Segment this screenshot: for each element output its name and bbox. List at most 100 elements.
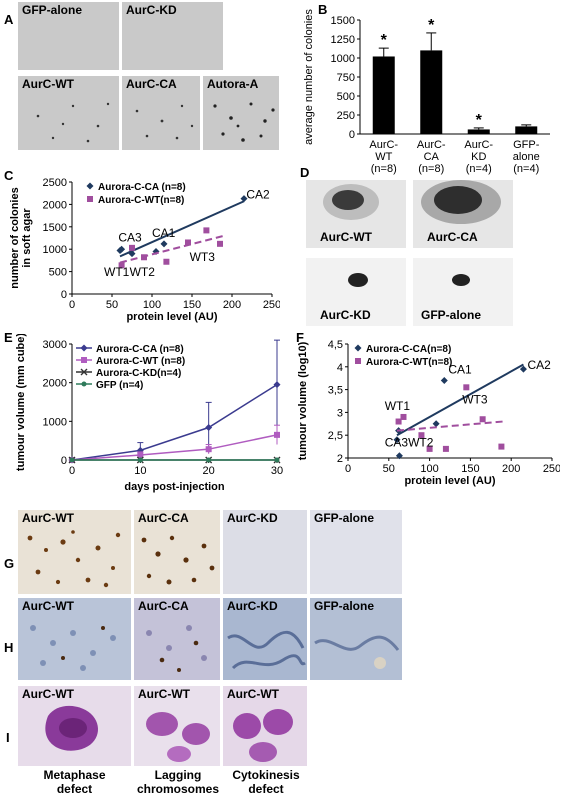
data-point xyxy=(160,240,168,248)
data-point xyxy=(274,457,280,463)
legend-marker xyxy=(86,182,94,190)
x-tick-label: 20 xyxy=(203,465,215,477)
x-axis-label: protein level (AU) xyxy=(126,311,217,323)
panel-g-tile-ca: AurC-CA xyxy=(134,510,220,594)
data-point xyxy=(393,436,401,444)
point-annotation: CA2 xyxy=(246,188,270,202)
tumour-growth-line-chart: 0 1000 2000 3000 0 10 20 30 days post-injection t… xyxy=(15,334,283,493)
data-point xyxy=(426,445,433,452)
data-point xyxy=(129,244,135,251)
panel-d-tile-gfp: GFP-alone xyxy=(413,258,513,326)
point-annotation: WT3 xyxy=(190,250,216,264)
ihc-image xyxy=(314,635,400,669)
ihc-image xyxy=(146,625,207,672)
y-tick-label: 2000 xyxy=(43,378,67,390)
x-tick-label: KD xyxy=(471,151,486,163)
legend-marker xyxy=(81,381,87,387)
tile-caption: AurC-CA xyxy=(138,599,189,613)
x-tick-label: 100 xyxy=(420,463,438,475)
colony-dots xyxy=(135,104,194,140)
y-tick-label: 0 xyxy=(61,455,67,467)
caption-line: Lagging xyxy=(154,768,202,782)
legend-marker xyxy=(355,358,361,364)
data-point xyxy=(442,445,449,452)
data-point xyxy=(118,262,125,269)
he-image xyxy=(45,705,98,751)
panel-a-tile-gfp: GFP-alone xyxy=(18,2,119,70)
panel-label-a: A xyxy=(4,12,14,27)
panel-label-e: E xyxy=(4,330,13,345)
x-tick-label: 0 xyxy=(69,465,75,477)
x-tick-label: 150 xyxy=(183,299,201,311)
y-tick-label: 1000 xyxy=(43,416,67,428)
tile-caption: Autora-A xyxy=(207,77,259,91)
tumour-volume-vs-protein-scatter: 2 2,5 3 3,5 4 4,5 0 50 100 150 200 250 protein level… xyxy=(298,339,560,487)
y-tick-label: 1500 xyxy=(331,15,355,27)
x-axis-label: protein level (AU) xyxy=(404,475,495,487)
tile-caption: AurC-WT xyxy=(320,230,372,244)
panel-a-tile-wt: AurC-WT xyxy=(18,76,119,150)
legend-marker xyxy=(80,368,88,376)
caption-cytokinesis-defect: Cytokinesis defect xyxy=(220,768,312,796)
point-annotation: WT1 xyxy=(385,399,411,413)
x-tick-label: 200 xyxy=(223,299,241,311)
x-tick-label: CA xyxy=(424,151,440,163)
panel-a-tile-kd: AurC-KD xyxy=(122,2,223,70)
panel-g-tile-wt: AurC-WT xyxy=(18,510,131,594)
data-point xyxy=(274,431,280,438)
data-point xyxy=(519,365,527,373)
panel-i-tile-cytokinesis: AurC-WT xyxy=(223,686,307,766)
tile-caption: GFP-alone xyxy=(314,599,375,613)
panel-d-tile-wt: AurC-WT xyxy=(306,180,406,248)
point-annotation: WT2 xyxy=(130,265,156,279)
he-image xyxy=(146,712,210,762)
data-point xyxy=(205,424,213,432)
y-tick-label: 3,5 xyxy=(328,385,343,397)
panel-label-h: H xyxy=(4,640,14,655)
panel-i-tile-lagging: AurC-WT xyxy=(134,686,220,766)
x-tick-label: AurC- xyxy=(464,139,493,151)
tumour-image xyxy=(452,274,470,286)
significance-star: * xyxy=(428,17,435,34)
y-tick-label: 1500 xyxy=(43,222,67,234)
panel-h-tile-kd: AurC-KD xyxy=(223,598,307,680)
colony-dots xyxy=(36,102,110,143)
data-point xyxy=(395,418,402,425)
point-annotation: CA1 xyxy=(448,363,472,377)
x-tick-label: (n=4) xyxy=(513,163,539,175)
significance-star: * xyxy=(381,32,388,49)
bar xyxy=(515,126,538,134)
data-point xyxy=(479,416,486,423)
x-tick-label: (n=4) xyxy=(466,163,492,175)
tile-caption: AurC-WT xyxy=(22,511,74,525)
point-annotation: WT1 xyxy=(104,265,130,279)
y-tick-label: 2,5 xyxy=(328,430,343,442)
data-point xyxy=(240,195,248,203)
legend-label: Aurora-C-CA (n=8) xyxy=(96,344,184,355)
y-tick-label: 2000 xyxy=(43,199,67,211)
x-tick-label: (n=8) xyxy=(371,163,397,175)
panel-i-tile-metaphase: AurC-WT xyxy=(18,686,131,766)
colony-dots xyxy=(213,102,275,142)
panel-label-d: D xyxy=(300,165,310,180)
x-tick-label: 0 xyxy=(345,463,351,475)
tile-caption: GFP-alone xyxy=(421,308,482,322)
y-tick-label: 750 xyxy=(337,72,355,84)
y-axis-label: average number of colonies xyxy=(303,9,315,145)
panel-label-i: I xyxy=(6,730,10,745)
data-point xyxy=(141,254,147,261)
he-image xyxy=(233,709,293,762)
tile-caption: AurC-KD xyxy=(227,599,278,613)
y-tick-label: 250 xyxy=(337,110,355,122)
data-point xyxy=(418,432,425,439)
legend-marker xyxy=(87,196,93,202)
y-tick-label: 3 xyxy=(337,407,343,419)
ihc-image xyxy=(141,535,215,585)
data-point xyxy=(432,420,440,428)
data-point xyxy=(205,446,212,453)
trend-line xyxy=(396,363,524,437)
ihc-image xyxy=(30,625,116,671)
data-point xyxy=(395,452,403,460)
panel-d-tile-kd: AurC-KD xyxy=(306,258,406,326)
y-tick-label: 1000 xyxy=(331,53,355,65)
